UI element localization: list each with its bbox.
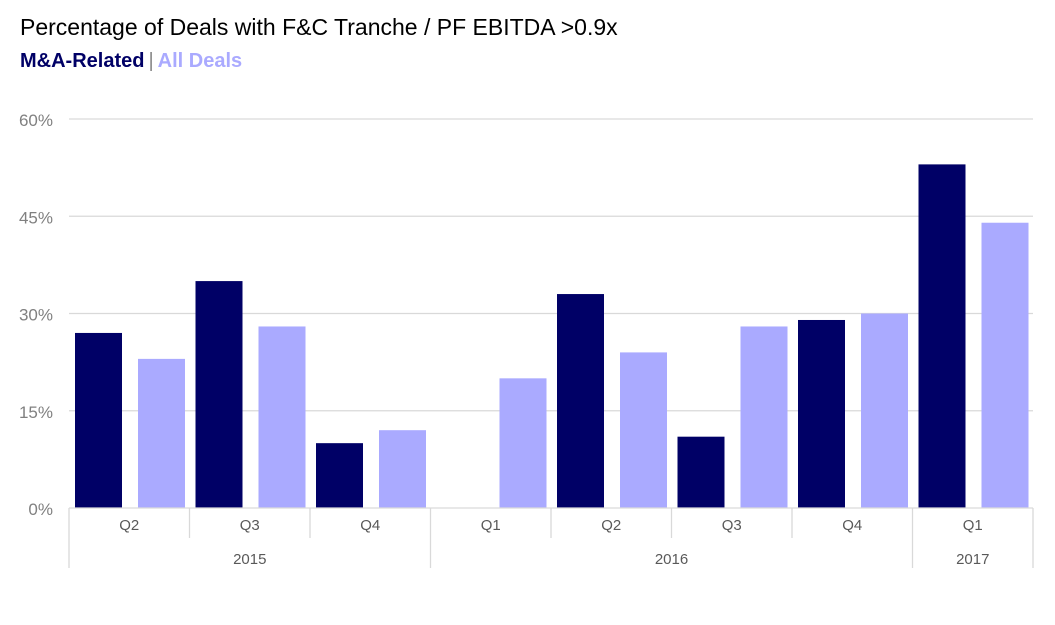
chart-legend: M&A-Related | All Deals	[20, 50, 242, 73]
bar-all-deals	[620, 352, 667, 508]
bar-ma-related	[918, 164, 966, 508]
x-tick-label: Q2	[601, 517, 621, 534]
x-group-label: 2017	[956, 551, 989, 568]
bar-ma-related	[677, 436, 725, 508]
bar-all-deals	[499, 378, 547, 508]
x-tick-label: Q1	[481, 517, 501, 534]
bar-ma-related	[316, 443, 363, 508]
x-group-label: 2015	[233, 551, 266, 568]
bar-ma-related	[75, 332, 122, 508]
x-group-label: 2016	[655, 551, 688, 568]
bar-all-deals	[379, 430, 426, 508]
y-tick-label: 60%	[19, 111, 53, 130]
x-tick-label: Q4	[842, 517, 862, 534]
bar-all-deals	[258, 326, 306, 508]
legend-ma-related: M&A-Related	[20, 50, 145, 72]
bar-all-deals	[861, 313, 908, 508]
y-tick-label: 0%	[28, 500, 53, 519]
bar-all-deals	[138, 358, 185, 508]
legend-all-deals: All Deals	[157, 50, 243, 72]
x-tick-label: Q3	[240, 517, 260, 534]
x-tick-label: Q2	[119, 517, 139, 534]
y-tick-label: 45%	[19, 208, 53, 227]
bar-ma-related	[195, 281, 243, 508]
y-tick-label: 30%	[19, 306, 53, 325]
bar-all-deals	[740, 326, 788, 508]
chart-title: Percentage of Deals with F&C Tranche / P…	[20, 14, 618, 40]
x-tick-label: Q4	[360, 517, 380, 534]
y-tick-label: 15%	[19, 403, 53, 422]
x-tick-label: Q3	[722, 517, 742, 534]
legend-separator: |	[148, 50, 154, 72]
bar-ma-related	[798, 319, 845, 508]
x-tick-label: Q1	[963, 517, 983, 534]
bar-ma-related	[557, 294, 604, 508]
bar-all-deals	[981, 222, 1029, 508]
